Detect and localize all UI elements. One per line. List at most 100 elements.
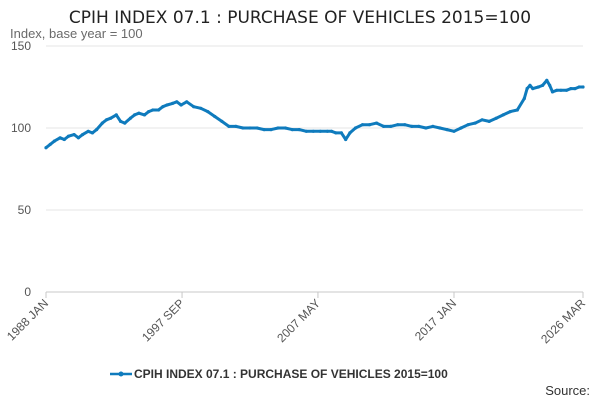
- data-point[interactable]: [269, 128, 273, 132]
- data-point[interactable]: [119, 119, 123, 123]
- data-point[interactable]: [330, 129, 334, 133]
- data-point[interactable]: [123, 121, 127, 125]
- data-point[interactable]: [165, 103, 169, 107]
- data-point[interactable]: [147, 110, 151, 114]
- data-point[interactable]: [431, 124, 435, 128]
- data-point[interactable]: [353, 126, 358, 130]
- data-point[interactable]: [48, 142, 52, 146]
- data-point[interactable]: [213, 114, 217, 119]
- data-point[interactable]: [318, 129, 322, 133]
- data-point[interactable]: [304, 129, 308, 133]
- data-point[interactable]: [58, 136, 62, 140]
- data-point[interactable]: [494, 116, 498, 120]
- data-point[interactable]: [522, 96, 526, 101]
- data-point[interactable]: [559, 88, 563, 92]
- data-point[interactable]: [104, 118, 109, 122]
- data-point[interactable]: [52, 139, 57, 143]
- data-point[interactable]: [508, 110, 512, 114]
- data-point[interactable]: [389, 124, 393, 128]
- data-point[interactable]: [114, 113, 118, 117]
- data-point[interactable]: [382, 124, 386, 128]
- data-point[interactable]: [72, 133, 76, 137]
- series-layer: [44, 78, 585, 150]
- data-point[interactable]: [368, 123, 372, 127]
- data-point[interactable]: [466, 123, 470, 127]
- data-point[interactable]: [550, 90, 555, 94]
- data-point[interactable]: [192, 105, 196, 109]
- data-point[interactable]: [581, 85, 585, 89]
- data-point[interactable]: [573, 87, 577, 91]
- data-point[interactable]: [66, 134, 71, 138]
- data-point[interactable]: [501, 113, 505, 117]
- data-point[interactable]: [403, 123, 407, 127]
- data-point[interactable]: [185, 100, 189, 104]
- data-point[interactable]: [348, 131, 352, 135]
- data-point[interactable]: [137, 111, 141, 115]
- data-point[interactable]: [569, 87, 573, 91]
- data-point[interactable]: [424, 126, 428, 130]
- data-point[interactable]: [255, 126, 259, 130]
- data-point[interactable]: [283, 126, 287, 130]
- data-point[interactable]: [375, 121, 379, 125]
- data-point[interactable]: [276, 126, 280, 130]
- data-point[interactable]: [76, 136, 80, 140]
- data-point[interactable]: [44, 146, 48, 150]
- legend[interactable]: CPIH INDEX 07.1 : PURCHASE OF VEHICLES 2…: [110, 367, 448, 381]
- data-point[interactable]: [325, 129, 329, 133]
- data-point[interactable]: [234, 124, 238, 128]
- data-point[interactable]: [81, 133, 85, 137]
- data-point[interactable]: [555, 88, 559, 92]
- data-point[interactable]: [86, 129, 90, 133]
- data-point[interactable]: [417, 124, 421, 128]
- data-point[interactable]: [410, 124, 414, 128]
- data-point[interactable]: [151, 108, 155, 112]
- data-point[interactable]: [248, 126, 252, 130]
- data-point[interactable]: [171, 101, 175, 105]
- data-point[interactable]: [452, 129, 456, 133]
- data-point[interactable]: [344, 137, 348, 142]
- data-point[interactable]: [528, 83, 532, 87]
- data-point[interactable]: [311, 129, 315, 133]
- data-point[interactable]: [396, 123, 400, 127]
- data-point[interactable]: [100, 121, 104, 125]
- data-point[interactable]: [459, 126, 463, 130]
- data-point[interactable]: [220, 119, 224, 123]
- data-point[interactable]: [262, 128, 266, 132]
- data-point[interactable]: [297, 128, 301, 132]
- data-point[interactable]: [541, 83, 545, 87]
- data-point[interactable]: [161, 105, 165, 109]
- data-point[interactable]: [227, 124, 231, 128]
- data-point[interactable]: [175, 100, 179, 104]
- data-point[interactable]: [142, 113, 147, 117]
- data-point[interactable]: [109, 116, 113, 120]
- data-point[interactable]: [334, 131, 338, 135]
- data-point[interactable]: [525, 87, 529, 91]
- x-tick-label: 2017 JAN: [412, 296, 459, 343]
- data-point[interactable]: [206, 110, 210, 114]
- data-point[interactable]: [90, 131, 94, 135]
- data-point[interactable]: [487, 119, 491, 123]
- data-point[interactable]: [548, 83, 552, 87]
- data-point[interactable]: [95, 128, 99, 132]
- data-point[interactable]: [179, 103, 183, 107]
- data-point[interactable]: [515, 108, 519, 112]
- data-point[interactable]: [577, 85, 581, 89]
- data-point[interactable]: [445, 128, 449, 132]
- data-point[interactable]: [290, 128, 294, 132]
- data-point[interactable]: [339, 131, 343, 135]
- data-point[interactable]: [128, 116, 132, 120]
- data-point[interactable]: [62, 137, 66, 142]
- data-point[interactable]: [536, 85, 541, 89]
- data-point[interactable]: [241, 126, 245, 130]
- legend-marker-icon: [118, 371, 124, 377]
- data-point[interactable]: [438, 126, 442, 130]
- data-point[interactable]: [360, 123, 365, 127]
- data-point[interactable]: [531, 87, 535, 91]
- data-point[interactable]: [133, 113, 137, 117]
- data-point[interactable]: [564, 88, 569, 92]
- data-point[interactable]: [545, 78, 549, 82]
- data-point[interactable]: [473, 121, 477, 125]
- data-point[interactable]: [156, 108, 161, 112]
- data-point[interactable]: [480, 118, 484, 122]
- data-point[interactable]: [199, 106, 203, 110]
